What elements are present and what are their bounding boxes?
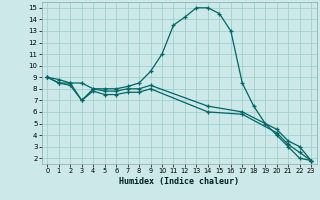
X-axis label: Humidex (Indice chaleur): Humidex (Indice chaleur) [119, 177, 239, 186]
